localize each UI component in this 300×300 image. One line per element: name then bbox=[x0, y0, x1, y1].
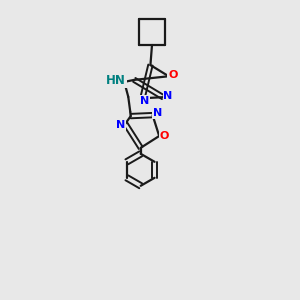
Text: O: O bbox=[160, 131, 169, 141]
Text: N: N bbox=[116, 120, 125, 130]
Text: N: N bbox=[164, 91, 173, 101]
Text: HN: HN bbox=[106, 74, 126, 87]
Text: O: O bbox=[168, 70, 177, 80]
Text: N: N bbox=[140, 96, 149, 106]
Text: N: N bbox=[153, 108, 162, 118]
